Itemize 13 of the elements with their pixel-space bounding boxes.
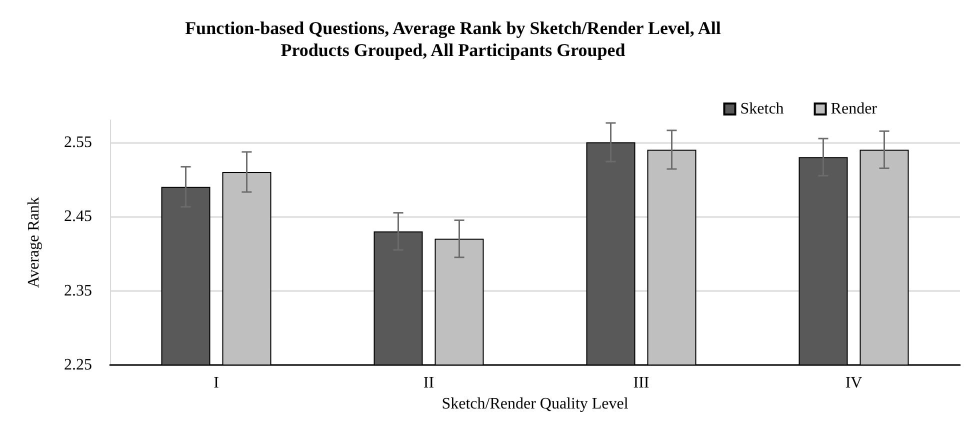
x-tick-label: II	[423, 374, 434, 392]
legend-label: Sketch	[740, 100, 784, 118]
y-tick-label: 2.25	[64, 356, 92, 374]
y-tick-label: 2.35	[64, 282, 92, 300]
x-tick-label: III	[633, 374, 650, 392]
y-tick-label: 2.55	[64, 134, 92, 151]
x-tick-label: IV	[845, 374, 863, 392]
chart-title: Function-based Questions, Average Rank by Sketch/Render Level, All Products Grouped, All Participants Grouped	[185, 18, 721, 60]
y-axis-title: Average Rank	[26, 197, 42, 288]
x-tick-label: I	[214, 374, 219, 392]
x-axis-title: Sketch/Render Quality Level	[442, 395, 629, 412]
y-tick-label: 2.45	[64, 208, 92, 226]
legend-label: Render	[830, 100, 878, 118]
